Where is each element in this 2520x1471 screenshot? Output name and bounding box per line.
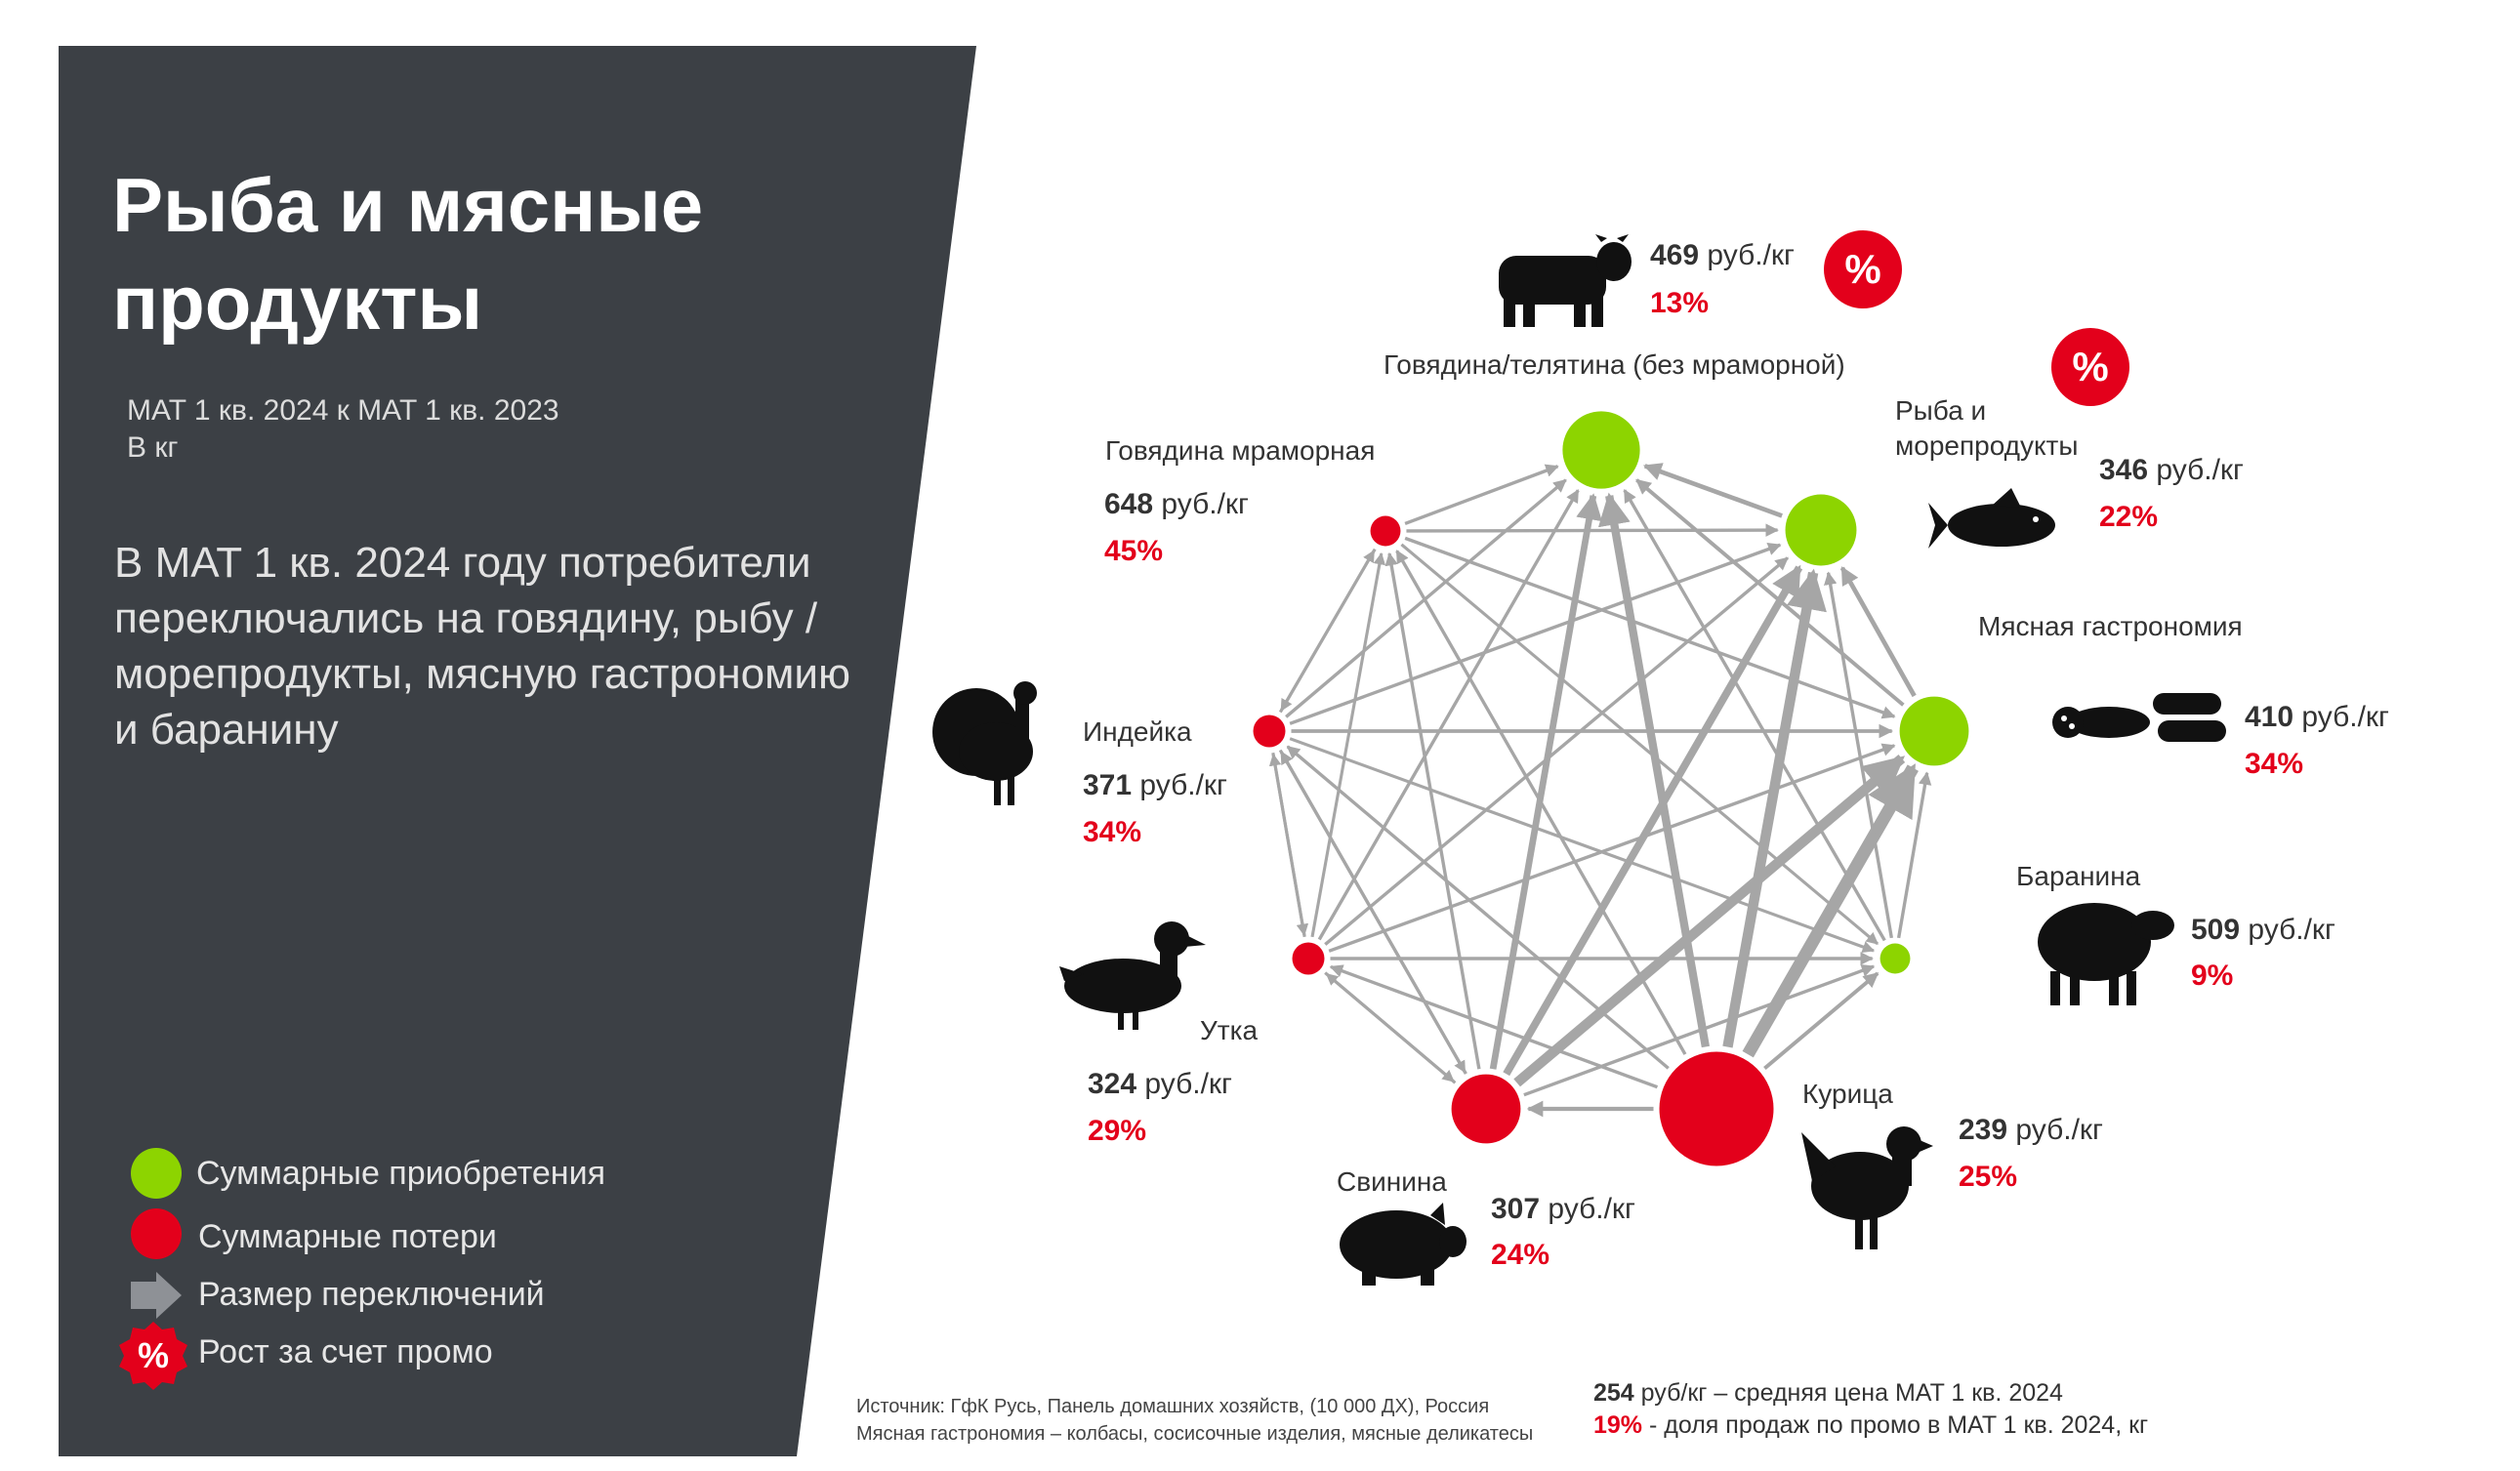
node-label-duck: Утка <box>1200 1015 1259 1045</box>
node-label-pork: Свинина <box>1337 1166 1447 1197</box>
switch-arrow-gastro-to-fish <box>1839 566 1917 698</box>
unit-label: В кг <box>127 431 179 464</box>
summary-text: В MAT 1 кв. 2024 году потребители перекл… <box>114 539 850 754</box>
source-note: Источник: ГфК Русь, Панель домашних хозя… <box>856 1396 1490 1417</box>
price-fish: 346 руб./кг <box>2099 454 2245 486</box>
legend-gain-label: Суммарные приобретения <box>196 1155 605 1192</box>
switch-arrow-fish-to-beef <box>1642 463 1783 518</box>
node-label-beef: Говядина/телятина (без мраморной) <box>1384 349 1845 380</box>
switch-arrow-pork-to-marbled <box>1384 552 1481 1070</box>
node-chicken <box>1659 1051 1774 1166</box>
promo-share-note: 19% - доля продаж по промо в MAT 1 кв. 2… <box>1593 1411 2149 1439</box>
legend-loss-label: Суммарные потери <box>198 1218 497 1255</box>
animal-icons <box>932 234 2226 1286</box>
switch-arrow-duck-to-fish <box>1324 556 1789 946</box>
node-pork <box>1451 1074 1521 1144</box>
switch-arrow-turkey-to-marbled <box>1278 550 1376 714</box>
switch-arrow-pork-to-gastro <box>1513 755 1906 1087</box>
hen-icon <box>1801 1126 1933 1249</box>
switch-arrow-turkey-to-lamb <box>1289 737 1876 954</box>
price-duck: 324 руб./кг <box>1088 1068 1233 1100</box>
node-lamb <box>1880 943 1911 974</box>
node-turkey <box>1253 715 1286 748</box>
turkey-icon <box>932 681 1037 805</box>
legend-switch-label: Размер переключений <box>198 1276 545 1313</box>
beef-promo-badge-icon: % <box>1824 230 1902 308</box>
switch-arrow-lamb-to-fish <box>1823 571 1894 939</box>
pct-pork: 24% <box>1491 1239 1550 1271</box>
node-marbled <box>1370 515 1401 547</box>
switch-arrow-marbled-to-gastro <box>1404 536 1896 719</box>
sheep-icon <box>2038 903 2174 1005</box>
pct-gastro: 34% <box>2245 748 2304 780</box>
price-marbled: 648 руб./кг <box>1104 488 1250 520</box>
switch-arrow-marbled-to-fish <box>1406 523 1779 537</box>
switch-arrow-chicken-to-beef <box>1597 492 1710 1048</box>
switch-arrow-pork-to-duck <box>1325 972 1457 1084</box>
switch-arrow-pork-to-lamb <box>1523 963 1876 1097</box>
switch-arrow-pork-to-fish <box>1503 564 1803 1077</box>
switch-arrow-duck-to-beef <box>1317 489 1580 941</box>
node-duck <box>1292 942 1325 975</box>
price-turkey: 371 руб./кг <box>1083 769 1228 801</box>
switch-arrow-chicken-to-lamb <box>1763 971 1880 1070</box>
sausage-icon <box>2052 693 2226 742</box>
node-label-gastro: Мясная гастрономия <box>1978 611 2243 641</box>
node-label-marbled: Говядина мраморная <box>1105 435 1376 466</box>
switch-arrow-chicken-to-fish <box>1722 568 1827 1048</box>
switch-arrow-marbled-to-lamb <box>1400 543 1880 946</box>
pct-duck: 29% <box>1088 1115 1147 1147</box>
switch-arrow-chicken-to-duck <box>1329 964 1659 1089</box>
svg-text:%: % <box>1844 246 1880 292</box>
node-label-fish: Рыба и морепродукты <box>1895 395 2079 461</box>
category-note: Мясная гастрономия – колбасы, сосисочные… <box>856 1423 1534 1445</box>
fish-promo-badge-icon: % <box>2051 328 2129 406</box>
switch-arrow-duck-to-turkey <box>1268 753 1306 938</box>
pct-fish: 22% <box>2099 501 2159 533</box>
node-label-chicken: Курица <box>1802 1079 1893 1109</box>
page-title: Рыба и мясные продукты <box>112 162 704 346</box>
period-subtitle: MAT 1 кв. 2024 к MAT 1 кв. 2023 В кг <box>127 392 559 467</box>
price-pork: 307 руб./кг <box>1491 1193 1636 1225</box>
node-gastro <box>1899 696 1969 766</box>
fish-icon <box>1928 488 2055 549</box>
switch-arrow-lamb-to-gastro <box>1896 771 1932 939</box>
avg-price-note: 254 руб/кг – средняя цена MAT 1 кв. 2024 <box>1593 1379 2063 1407</box>
legend-promo-label: Рост за счет промо <box>198 1333 493 1370</box>
price-beef: 469 руб./кг <box>1650 239 1796 271</box>
switch-arrow-marbled-to-beef <box>1404 464 1559 526</box>
switch-arrow-chicken-to-marbled <box>1395 550 1687 1055</box>
price-chicken: 239 руб./кг <box>1959 1114 2104 1146</box>
svg-text:%: % <box>2072 344 2108 389</box>
pig-icon <box>1340 1203 1467 1286</box>
switch-arrow-gastro-to-beef <box>1635 478 1905 707</box>
cow-icon <box>1499 234 1632 327</box>
switch-arrow-duck-to-gastro <box>1328 743 1896 953</box>
price-lamb: 509 руб./кг <box>2191 914 2336 946</box>
switch-arrow-pork-to-turkey <box>1279 751 1467 1075</box>
switch-arrow-chicken-to-turkey <box>1286 745 1670 1070</box>
duck-icon <box>1059 921 1206 1030</box>
period-label: MAT 1 кв. 2024 к MAT 1 кв. 2023 <box>127 394 559 427</box>
switch-arrow-turkey-to-fish <box>1289 543 1782 725</box>
pct-turkey: 34% <box>1083 816 1142 848</box>
pct-lamb: 9% <box>2191 960 2234 992</box>
switch-arrow-pork-to-beef <box>1489 493 1602 1070</box>
price-gastro: 410 руб./кг <box>2245 701 2390 733</box>
node-label-turkey: Индейка <box>1083 716 1192 747</box>
pct-marbled: 45% <box>1104 535 1164 567</box>
node-beef <box>1562 411 1640 489</box>
switch-arrow-chicken-to-gastro <box>1742 763 1919 1058</box>
node-label-lamb: Баранина <box>2016 861 2141 891</box>
switch-arrow-lamb-to-beef <box>1623 489 1886 942</box>
switch-arrow-duck-to-marbled <box>1310 552 1385 938</box>
pct-beef: 13% <box>1650 287 1710 319</box>
pct-chicken: 25% <box>1959 1161 2018 1193</box>
node-fish <box>1785 494 1857 566</box>
